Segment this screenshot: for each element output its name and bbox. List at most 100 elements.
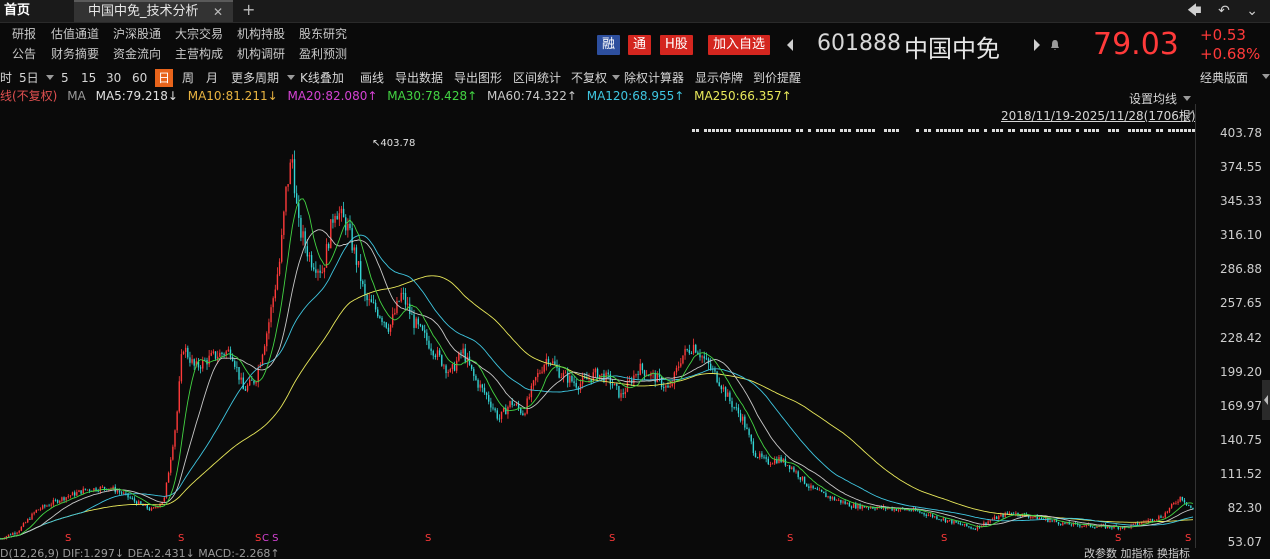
toolbar-item[interactable]: K线叠加	[300, 71, 344, 85]
home-tab[interactable]: 首页	[4, 3, 31, 18]
toolbar-item[interactable]: 更多周期	[231, 71, 280, 85]
quick-link[interactable]: 主营构成	[175, 47, 224, 61]
event-marker[interactable]	[848, 129, 851, 132]
event-marker[interactable]	[1024, 129, 1027, 132]
event-marker[interactable]	[712, 129, 715, 132]
toolbar-item[interactable]: 区间统计	[513, 71, 562, 85]
ex-rights-marker[interactable]: S	[65, 533, 71, 544]
event-marker[interactable]	[1000, 129, 1003, 132]
event-marker[interactable]	[1128, 129, 1131, 132]
event-marker[interactable]	[972, 129, 975, 132]
ex-rights-marker[interactable]: S	[178, 533, 184, 544]
event-marker[interactable]	[976, 129, 979, 132]
toolbar-item[interactable]: 不复权	[571, 71, 608, 85]
toolbar-item[interactable]: 日	[155, 69, 174, 87]
event-marker[interactable]	[936, 129, 939, 132]
event-marker[interactable]	[924, 129, 927, 132]
toolbar-item[interactable]: 5	[61, 71, 69, 85]
event-marker[interactable]	[1132, 129, 1135, 132]
event-marker[interactable]	[968, 129, 971, 132]
event-marker[interactable]	[832, 129, 835, 132]
event-marker[interactable]	[784, 129, 787, 132]
event-marker[interactable]	[1020, 129, 1023, 132]
chevron-down-icon[interactable]	[46, 74, 54, 82]
event-marker[interactable]	[768, 129, 771, 132]
event-marker[interactable]	[984, 129, 987, 132]
event-marker[interactable]	[888, 129, 891, 132]
event-marker[interactable]	[744, 129, 747, 132]
h-share-badge[interactable]: H股	[660, 35, 693, 55]
event-marker[interactable]	[940, 129, 943, 132]
event-marker[interactable]	[948, 129, 951, 132]
quick-link[interactable]: 公告	[12, 47, 37, 61]
prev-stock-icon[interactable]	[785, 38, 795, 52]
chevron-down-icon[interactable]	[1262, 73, 1270, 81]
layout-selector[interactable]: 经典版面	[1200, 71, 1249, 85]
event-marker[interactable]	[724, 129, 727, 132]
event-marker[interactable]	[944, 129, 947, 132]
event-marker[interactable]	[692, 129, 695, 132]
event-marker[interactable]	[776, 129, 779, 132]
event-marker[interactable]	[892, 129, 895, 132]
event-marker[interactable]	[1028, 129, 1031, 132]
next-stock-icon[interactable]	[1032, 38, 1042, 52]
event-marker[interactable]	[740, 129, 743, 132]
event-marker[interactable]	[840, 129, 843, 132]
event-marker[interactable]	[864, 129, 867, 132]
event-marker[interactable]	[1148, 129, 1151, 132]
tab-technical-analysis[interactable]: 中国中免_技术分析 ✕	[74, 0, 233, 22]
event-marker[interactable]	[872, 129, 875, 132]
window-controls[interactable]: 🡄 ↶ ⌄	[1187, 3, 1264, 19]
ex-rights-marker[interactable]: S	[787, 533, 793, 544]
toolbar-item[interactable]: 画线	[360, 71, 385, 85]
event-marker[interactable]	[1116, 129, 1119, 132]
event-marker[interactable]	[1088, 129, 1091, 132]
event-marker[interactable]	[860, 129, 863, 132]
quick-link[interactable]: 股东研究	[299, 27, 348, 41]
toolbar-item[interactable]: 导出数据	[395, 71, 444, 85]
event-marker[interactable]	[1068, 129, 1071, 132]
toolbar-item[interactable]: 30	[106, 71, 122, 85]
toolbar-item[interactable]: 月	[206, 71, 219, 85]
event-marker[interactable]	[1060, 129, 1063, 132]
toolbar-item[interactable]: 除权计算器	[624, 71, 685, 85]
event-marker[interactable]	[828, 129, 831, 132]
ma-settings-button[interactable]: 设置均线	[1129, 92, 1178, 106]
chevron-down-icon[interactable]	[1183, 95, 1191, 103]
chevron-down-icon[interactable]	[612, 74, 620, 82]
event-marker[interactable]	[1056, 129, 1059, 132]
event-marker[interactable]	[1180, 129, 1183, 132]
close-tab-icon[interactable]: ✕	[212, 5, 223, 19]
quick-link[interactable]: 盈利预测	[299, 47, 348, 61]
event-marker[interactable]	[760, 129, 763, 132]
event-marker[interactable]	[856, 129, 859, 132]
event-marker[interactable]	[1084, 129, 1087, 132]
event-marker[interactable]	[1188, 129, 1191, 132]
quick-link[interactable]: 机构调研	[237, 47, 286, 61]
event-marker[interactable]	[952, 129, 955, 132]
toolbar-item[interactable]: 导出图形	[454, 71, 503, 85]
ex-rights-marker[interactable]: S	[1115, 533, 1121, 544]
event-marker[interactable]	[752, 129, 755, 132]
event-marker[interactable]	[884, 129, 887, 132]
event-marker[interactable]	[748, 129, 751, 132]
event-marker[interactable]	[896, 129, 899, 132]
event-marker[interactable]	[1168, 129, 1171, 132]
event-marker[interactable]	[704, 129, 707, 132]
ex-rights-marker[interactable]: S	[1185, 533, 1191, 544]
event-marker[interactable]	[1048, 129, 1051, 132]
event-marker[interactable]	[772, 129, 775, 132]
event-marker[interactable]	[1112, 129, 1115, 132]
event-marker[interactable]	[1136, 129, 1139, 132]
ex-rights-marker[interactable]: S	[255, 533, 261, 544]
settings-icon[interactable]	[1184, 110, 1194, 120]
event-marker[interactable]	[800, 129, 803, 132]
event-marker[interactable]	[960, 129, 963, 132]
event-marker[interactable]	[844, 129, 847, 132]
toolbar-item[interactable]: 5日	[19, 71, 39, 85]
event-marker[interactable]	[796, 129, 799, 132]
toolbar-item[interactable]: 时	[0, 71, 13, 85]
event-marker[interactable]	[824, 129, 827, 132]
event-marker[interactable]	[1008, 129, 1011, 132]
